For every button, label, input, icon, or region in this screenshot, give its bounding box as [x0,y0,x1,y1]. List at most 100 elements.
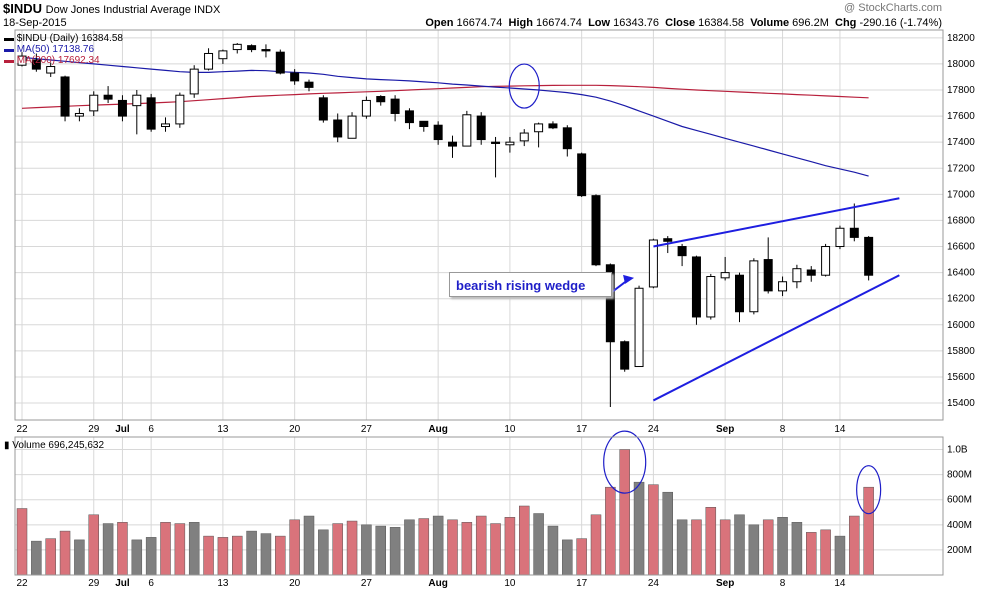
close-value: 16384.58 [698,17,745,29]
volume-bar [475,515,487,576]
volume-bar [275,535,286,576]
volume-bar [547,525,559,576]
candle-body [605,264,615,343]
candle [749,258,759,315]
volume-bar [45,538,56,576]
candle [864,236,874,281]
volume-bar [16,508,28,576]
ohlc-readout: Open 16674.74 High 16674.74 Low 16343.76… [425,17,942,29]
candle [591,194,601,267]
x-tick-label: 8 [780,424,786,435]
candle [763,237,773,294]
candle-body [591,195,601,266]
candle-body [849,227,859,238]
candle [419,120,429,132]
price-tick-label: 16800 [947,215,975,226]
candle-body [161,123,170,128]
candle-body [677,246,687,257]
candle-body [706,276,716,318]
candle-body [46,66,56,74]
volume-bar [762,519,774,576]
candle-body [17,55,27,66]
price-tick-label: 15600 [947,372,975,383]
x-tick-label: 14 [834,424,846,435]
volume-bar [174,523,186,576]
axes: 15400 15600 15800 16000 16200 16400 16600 16800… [14,29,975,589]
candle [778,276,788,297]
volume-bar [318,529,329,576]
x-tick-label-volume: Aug [428,578,447,589]
highlight-ellipse [603,430,647,494]
volume-bar [88,514,99,576]
candle [433,121,443,145]
chart-date: 18-Sep-2015 [3,17,67,29]
candle [677,243,687,267]
candle [476,112,486,145]
legend-price-swatch: ▬ [4,33,17,44]
price-tick-label: 15400 [947,398,975,409]
candle-body [720,272,730,279]
volume-tick-label: 400M [947,520,972,531]
price-tick-label: 16400 [947,268,975,279]
volume-bar [102,523,114,576]
volume-bar [863,486,874,576]
candle [462,110,472,147]
volume-bar [562,539,573,576]
volume-bar [203,535,214,576]
legend-price: ▬ $INDU (Daily) 16384.58 [4,33,123,44]
candle [792,264,802,289]
open-value: 16674.74 [456,17,503,29]
volume-bar [490,523,501,576]
candle-body [864,236,874,276]
candle [849,203,859,242]
x-tick-label-volume: 24 [648,578,660,589]
annotation-label: bearish rising wedge [449,272,612,297]
wedge-line [652,274,900,402]
candle-body [534,123,544,133]
candle-body [247,45,257,51]
candle-body [433,124,443,141]
highlight-ellipse [856,465,882,515]
candle-body [448,141,457,147]
x-tick-label-volume: 27 [361,578,373,589]
volume-bar [303,515,315,576]
price-tick-label: 18200 [947,33,975,44]
x-tick-label: Jul [115,424,130,435]
candle [261,44,271,58]
candle [146,93,156,132]
candle [648,238,658,289]
volume-tick-label: 1.0B [947,445,968,456]
volume-bar [131,539,143,576]
candle-body [390,98,400,114]
x-tick-label-volume: 13 [217,578,229,589]
x-tick-label: 29 [88,424,100,435]
volume-bar [289,519,300,576]
chg-label: Chg [835,17,857,29]
volume-bar [519,505,530,576]
candle-body [749,260,759,313]
low-label: Low [588,17,611,29]
volume-tick-label: 600M [947,495,972,506]
candle-body [634,287,644,368]
volume-tick-label: 200M [947,545,972,556]
candle-body [103,94,113,100]
volume-bar [648,484,659,576]
candle-body [491,141,501,144]
x-tick-label: 10 [504,424,516,435]
candle [275,49,285,75]
price-tick-label: 16000 [947,320,975,331]
candle [175,92,185,128]
low-value: 16343.76 [613,17,660,29]
x-tick-label: 6 [148,424,154,435]
candle [204,48,214,71]
candle [821,243,831,277]
candle [347,112,357,139]
candle [634,285,644,368]
volume-bar [389,527,401,576]
candle [290,69,300,85]
candle-body [304,81,314,88]
volume-bar [834,535,846,576]
candle-body [835,227,845,248]
candle-body [275,51,285,74]
candle-body [806,269,816,276]
